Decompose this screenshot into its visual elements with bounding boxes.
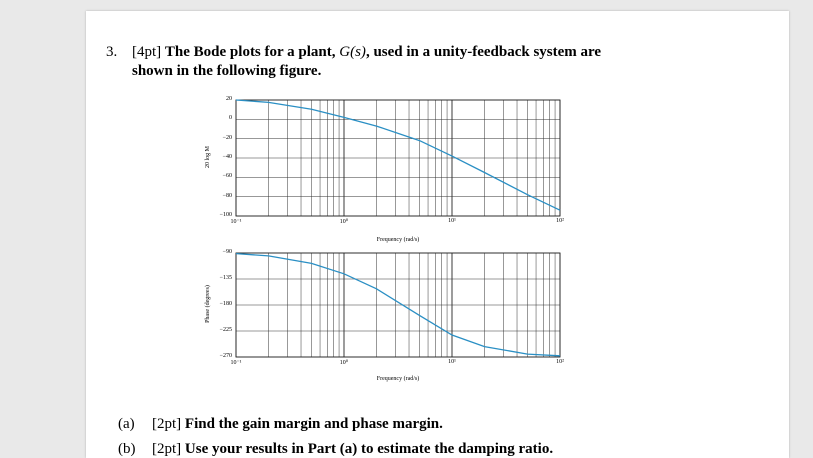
- question-line-1: [4pt] The Bode plots for a plant, G(s), …: [132, 44, 601, 61]
- question-number: 3.: [106, 44, 118, 60]
- y-tick-label: −180: [219, 301, 232, 307]
- x-tick-label: 10²: [556, 359, 564, 365]
- phase-plot: [235, 252, 561, 358]
- plot-frame: [235, 99, 561, 217]
- part-b-points: [2pt]: [152, 441, 182, 457]
- y-axis-label: 20 log M: [205, 145, 211, 169]
- question-line-2: shown in the following figure.: [132, 63, 322, 79]
- question-text-a: The Bode plots for a plant,: [164, 44, 340, 60]
- y-tick-label: −40: [222, 154, 232, 160]
- part-a: (a) [2pt] Find the gain margin and phase …: [118, 416, 443, 433]
- y-tick-label: −135: [219, 275, 232, 281]
- y-tick-label: −60: [222, 173, 232, 180]
- y-tick-label: −80: [222, 192, 232, 199]
- y-axis-label: Phase (degrees): [205, 285, 211, 323]
- x-axis-label: Frequency (rad/s): [376, 376, 420, 382]
- y-tick-label: −90: [222, 249, 232, 255]
- question-points: [4pt]: [132, 44, 162, 60]
- series-line: [235, 99, 561, 211]
- y-tick-label: −225: [219, 327, 232, 333]
- part-b-text: Use your results in Part (a) to estimate…: [184, 441, 554, 457]
- y-tick-label: 20: [226, 96, 232, 102]
- question-math: G(s): [339, 44, 366, 60]
- part-b-label: (b): [118, 441, 136, 457]
- part-b: (b) [2pt] Use your results in Part (a) to…: [118, 441, 553, 458]
- x-tick-label: 10¹: [448, 359, 456, 365]
- x-tick-label: 10¹: [448, 218, 456, 224]
- y-tick-label: 0: [229, 115, 232, 122]
- y-tick-label: −20: [222, 134, 232, 141]
- plot-frame: [235, 252, 561, 358]
- y-tick-label: −100: [219, 212, 232, 218]
- y-tick-label: −270: [219, 353, 232, 359]
- series-line: [235, 252, 561, 357]
- x-tick-label: 10⁻¹: [230, 360, 242, 366]
- x-tick-label: 10⁰: [339, 219, 349, 225]
- paper-page: [86, 11, 789, 458]
- part-a-label: (a): [118, 416, 135, 432]
- x-tick-label: 10⁰: [339, 360, 349, 366]
- magnitude-plot: [235, 99, 561, 217]
- x-tick-label: 10⁻¹: [230, 219, 242, 225]
- question-text-b: , used in a unity-feedback system are: [365, 44, 602, 60]
- part-a-points: [2pt]: [152, 416, 182, 432]
- x-tick-label: 10²: [556, 218, 564, 224]
- part-a-text: Find the gain margin and phase margin.: [184, 416, 443, 432]
- x-axis-label: Frequency (rad/s): [376, 237, 420, 243]
